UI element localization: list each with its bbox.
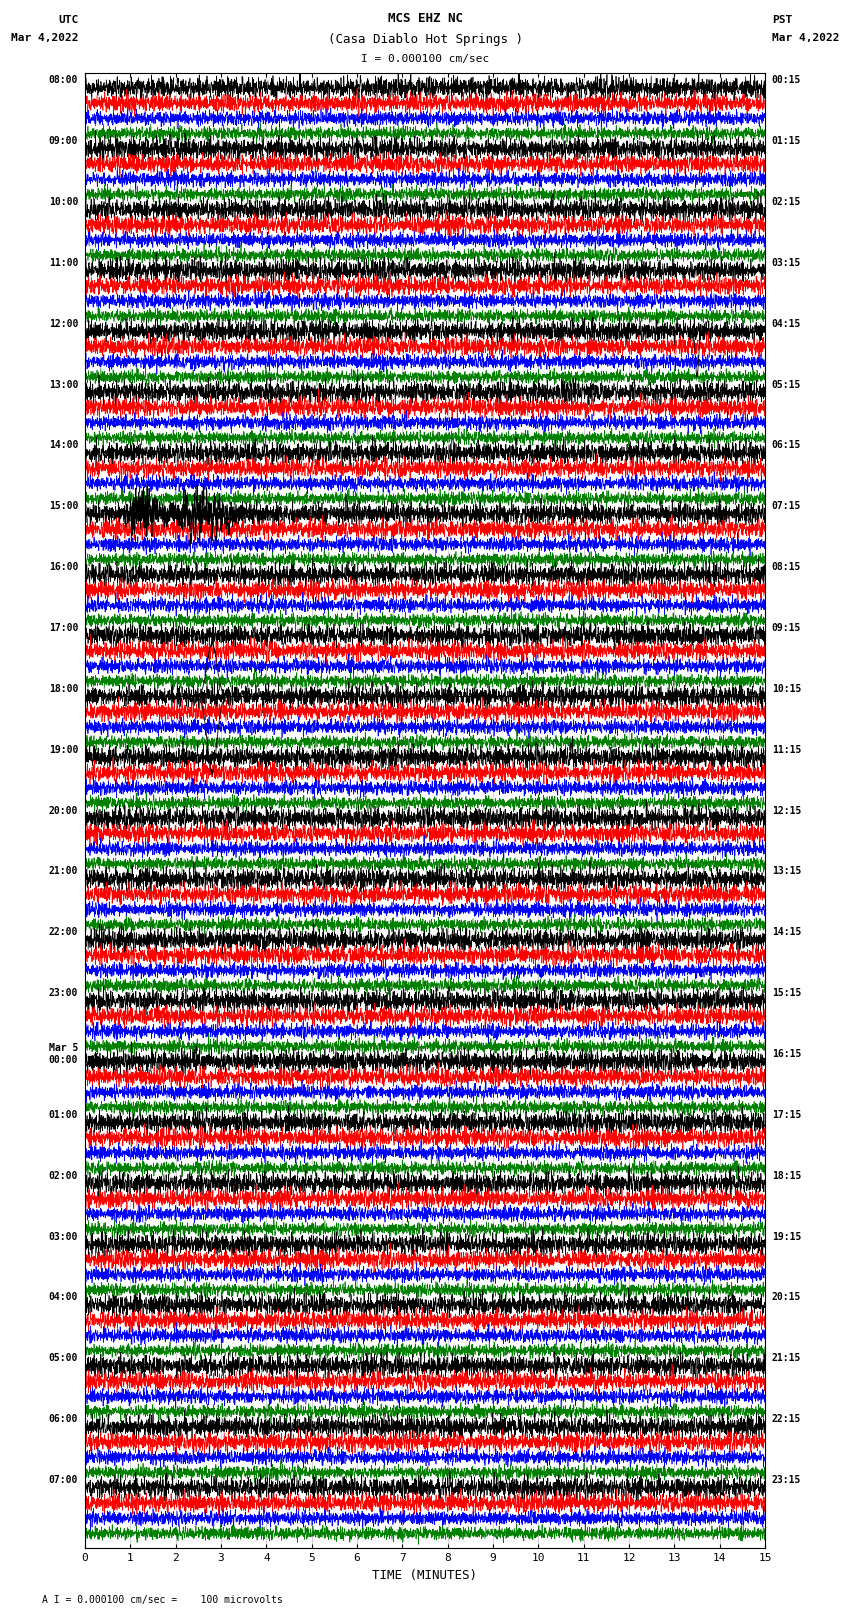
Text: 20:15: 20:15: [772, 1292, 802, 1302]
Text: 11:15: 11:15: [772, 745, 802, 755]
Text: 17:15: 17:15: [772, 1110, 802, 1119]
Text: 01:15: 01:15: [772, 135, 802, 147]
Text: 07:00: 07:00: [48, 1474, 78, 1486]
Text: 06:15: 06:15: [772, 440, 802, 450]
Text: 21:15: 21:15: [772, 1353, 802, 1363]
Text: 12:15: 12:15: [772, 805, 802, 816]
Text: 16:00: 16:00: [48, 561, 78, 573]
Text: 23:00: 23:00: [48, 989, 78, 998]
Text: 23:15: 23:15: [772, 1474, 802, 1486]
Text: A I = 0.000100 cm/sec =    100 microvolts: A I = 0.000100 cm/sec = 100 microvolts: [42, 1595, 283, 1605]
Text: 05:15: 05:15: [772, 379, 802, 389]
Text: 10:00: 10:00: [48, 197, 78, 206]
Text: 02:15: 02:15: [772, 197, 802, 206]
Text: (Casa Diablo Hot Springs ): (Casa Diablo Hot Springs ): [327, 32, 523, 47]
Text: 07:15: 07:15: [772, 502, 802, 511]
Text: 08:00: 08:00: [48, 76, 78, 85]
Text: 15:15: 15:15: [772, 989, 802, 998]
Text: 15:00: 15:00: [48, 502, 78, 511]
Text: 13:15: 13:15: [772, 866, 802, 876]
Text: 04:15: 04:15: [772, 319, 802, 329]
Text: 10:15: 10:15: [772, 684, 802, 694]
Text: Mar 5
00:00: Mar 5 00:00: [48, 1044, 78, 1065]
Text: 01:00: 01:00: [48, 1110, 78, 1119]
Text: 21:00: 21:00: [48, 866, 78, 876]
Text: 11:00: 11:00: [48, 258, 78, 268]
Text: 09:00: 09:00: [48, 135, 78, 147]
Text: UTC: UTC: [58, 16, 78, 26]
Text: 16:15: 16:15: [772, 1048, 802, 1060]
Text: 22:15: 22:15: [772, 1415, 802, 1424]
Text: 18:15: 18:15: [772, 1171, 802, 1181]
X-axis label: TIME (MINUTES): TIME (MINUTES): [372, 1569, 478, 1582]
Text: 03:15: 03:15: [772, 258, 802, 268]
Text: Mar 4,2022: Mar 4,2022: [772, 34, 839, 44]
Text: 13:00: 13:00: [48, 379, 78, 389]
Text: 14:15: 14:15: [772, 927, 802, 937]
Text: 06:00: 06:00: [48, 1415, 78, 1424]
Text: I = 0.000100 cm/sec: I = 0.000100 cm/sec: [361, 53, 489, 65]
Text: 19:00: 19:00: [48, 745, 78, 755]
Text: 03:00: 03:00: [48, 1232, 78, 1242]
Text: 00:15: 00:15: [772, 76, 802, 85]
Text: 18:00: 18:00: [48, 684, 78, 694]
Text: 02:00: 02:00: [48, 1171, 78, 1181]
Text: 12:00: 12:00: [48, 319, 78, 329]
Text: 04:00: 04:00: [48, 1292, 78, 1302]
Text: 20:00: 20:00: [48, 805, 78, 816]
Text: 05:00: 05:00: [48, 1353, 78, 1363]
Text: 14:00: 14:00: [48, 440, 78, 450]
Text: MCS EHZ NC: MCS EHZ NC: [388, 13, 462, 26]
Text: 08:15: 08:15: [772, 561, 802, 573]
Text: Mar 4,2022: Mar 4,2022: [11, 34, 78, 44]
Text: 09:15: 09:15: [772, 623, 802, 632]
Text: 17:00: 17:00: [48, 623, 78, 632]
Text: 22:00: 22:00: [48, 927, 78, 937]
Text: 19:15: 19:15: [772, 1232, 802, 1242]
Text: PST: PST: [772, 16, 792, 26]
